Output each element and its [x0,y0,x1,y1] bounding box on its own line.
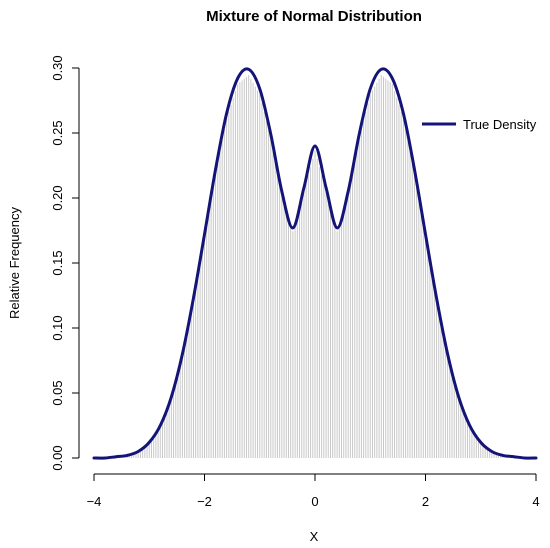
x-tick-label: −2 [197,494,212,509]
legend: True Density [422,117,537,132]
x-tick-label: 4 [532,494,539,509]
y-tick-label: 0.15 [50,250,65,275]
histogram-lines [122,75,508,458]
y-tick-label: 0.00 [50,445,65,470]
legend-label: True Density [463,117,537,132]
x-tick-label: −4 [87,494,102,509]
x-tick-label: 2 [422,494,429,509]
y-axis: 0.00 0.05 0.10 0.15 0.20 0.25 0.30 [50,55,80,471]
y-tick-label: 0.30 [50,55,65,80]
y-axis-label: Relative Frequency [7,207,22,319]
x-axis-label: X [310,529,319,544]
y-tick-label: 0.05 [50,380,65,405]
density-line [92,67,538,460]
y-tick-label: 0.20 [50,185,65,210]
y-tick-label: 0.10 [50,315,65,340]
y-tick-label: 0.25 [50,120,65,145]
chart-title: Mixture of Normal Distribution [206,8,422,25]
x-tick-label: 0 [311,494,318,509]
x-axis: −4 −2 0 2 4 [87,473,540,509]
